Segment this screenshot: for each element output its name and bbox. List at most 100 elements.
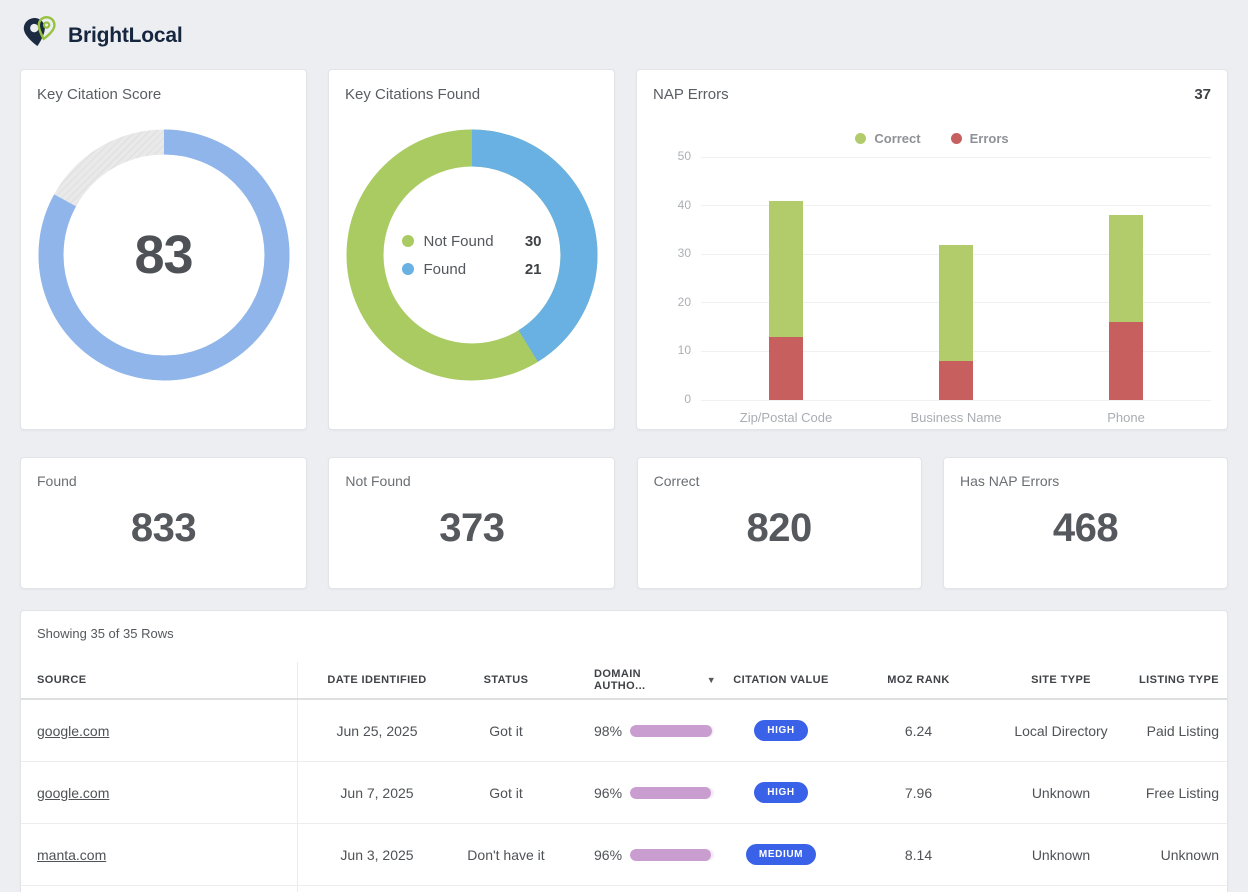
nap-bar-chart: 50 40 30 20 10 0 [678,149,1211,406]
gauge-value: 83 [134,225,193,285]
table-row: google.com Jun 7, 2025 Got it 96% HIGH 7.96 Un… [21,762,1227,824]
bar-segment-correct [1109,215,1143,323]
key-citations-found-card: Key Citations Found Not Found 30 Found [328,69,615,430]
empty-cell [991,886,1131,892]
stat-value: 833 [130,505,197,550]
found-dot-icon [401,263,414,275]
nap-errors-total: 37 [1194,86,1211,103]
site-type-cell: Unknown [1031,784,1091,801]
y-axis-tick-label: 30 [677,246,691,261]
column-header-site-type[interactable]: SITE TYPE [1031,674,1091,686]
stat-card-correct: Correct 820 [636,457,922,589]
domain-authority-cell: 96% [556,762,716,823]
legend-value: 30 [524,232,542,250]
correct-dot-icon [855,133,867,144]
legend-item-correct[interactable]: Correct [855,131,921,146]
empty-cell [556,886,716,892]
source-cell [21,886,298,892]
card-title: Key Citation Score [37,86,162,103]
bar-column [1041,157,1211,400]
stat-value: 468 [1052,505,1119,550]
bar-column [871,157,1041,400]
source-cell: google.com [21,762,298,823]
status-cell: Don't have it [467,846,545,863]
column-header-date-identified[interactable]: DATE IDENTIFIED [327,674,427,686]
brand-title: BrightLocal [68,23,183,47]
citation-value-cell: HIGH [716,762,846,823]
legend-label: Correct [874,131,921,146]
date-identified-cell: Jun 25, 2025 [336,722,418,739]
y-axis-tick-label: 20 [677,294,691,309]
stat-card-has-nap-errors: Has NAP Errors 468 [942,457,1228,589]
donut-center-legend: Not Found 30 Found 21 [346,129,598,381]
empty-cell [298,886,456,892]
brightlocal-logo-icon[interactable] [20,14,58,57]
source-link[interactable]: manta.com [37,846,107,863]
column-header-domain-authority[interactable]: DOMAIN AUTHO... ▼ [594,668,716,692]
bar-segment-correct [769,200,803,337]
gridline [701,156,1211,158]
legend-item-errors[interactable]: Errors [950,131,1009,146]
stat-label: Found [37,473,77,489]
sort-desc-icon: ▼ [706,675,716,685]
stat-label: Correct [653,473,700,489]
card-title: Key Citations Found [345,86,481,103]
key-citation-score-card: Key Citation Score 83 [20,69,307,430]
domain-authority-cell: 96% [556,824,716,885]
column-header-source[interactable]: SOURCE [21,662,298,698]
domain-authority-bar-fill [630,848,711,861]
empty-cell [716,886,846,892]
citation-score-gauge: 83 [38,129,290,381]
domain-authority-value: 98% [594,722,623,739]
x-axis-category-label: Zip/Postal Code [739,410,833,425]
y-axis-tick-label: 0 [684,392,691,406]
domain-authority-cell: 98% [556,700,716,761]
bar-segment-errors [939,361,973,400]
column-header-status[interactable]: STATUS [483,674,529,686]
domain-authority-value: 96% [594,846,623,863]
app-header: BrightLocal [20,0,1228,69]
citations-found-donut: Not Found 30 Found 21 [346,129,598,381]
listing-type-cell: Paid Listing [1146,722,1219,739]
nap-errors-card: NAP Errors 37 Correct Errors 50 40 30 20 10 0… [636,69,1228,430]
source-link[interactable]: google.com [37,722,110,739]
source-link[interactable]: google.com [37,784,110,801]
domain-authority-bar [630,786,715,799]
nap-legend: Correct Errors [653,131,1211,146]
citation-value-badge: HIGH [754,720,808,741]
bar-column [701,157,871,400]
stat-value: 820 [746,505,813,550]
table-row: manta.com Jun 3, 2025 Don't have it 96% MEDI… [21,824,1227,886]
moz-rank-cell: 8.14 [904,846,933,863]
legend-row-found: Found 21 [401,260,542,278]
site-type-cell: Local Directory [1014,722,1108,739]
column-header-citation-value[interactable]: CITATION VALUE [733,674,829,686]
legend-label: Found [423,260,467,278]
citation-value-cell: MEDIUM [716,824,846,885]
domain-authority-bar [630,848,715,861]
moz-rank-cell: 6.24 [904,722,933,739]
not-found-dot-icon [401,235,414,247]
card-title: NAP Errors [653,86,729,103]
x-axis-category-label: Phone [1107,410,1145,425]
y-axis-tick-label: 40 [677,197,691,212]
gridline [701,399,1211,401]
stat-label: Not Found [345,473,411,489]
table-row: google.com Jun 25, 2025 Got it 98% HIGH 6.24 L… [21,700,1227,762]
status-cell: Got it [489,722,523,739]
gridline [701,205,1211,207]
stats-row: Found 833 Not Found 373 Correct 820 Has … [20,457,1228,589]
bar-segment-errors [769,336,803,400]
legend-row-not-found: Not Found 30 [401,232,542,250]
citation-value-cell: HIGH [716,700,846,761]
listing-type-cell: Unknown [1160,846,1219,863]
table-body: google.com Jun 25, 2025 Got it 98% HIGH 6.24 L… [21,700,1227,892]
citation-value-badge: HIGH [754,782,808,803]
column-header-listing-type[interactable]: LISTING TYPE [1139,674,1219,686]
stat-label: Has NAP Errors [959,473,1060,489]
bar-segment-correct [939,244,973,362]
column-header-moz-rank[interactable]: MOZ RANK [887,674,950,686]
domain-authority-bar-fill [630,724,713,737]
domain-authority-bar [630,724,715,737]
empty-cell [1131,886,1227,892]
